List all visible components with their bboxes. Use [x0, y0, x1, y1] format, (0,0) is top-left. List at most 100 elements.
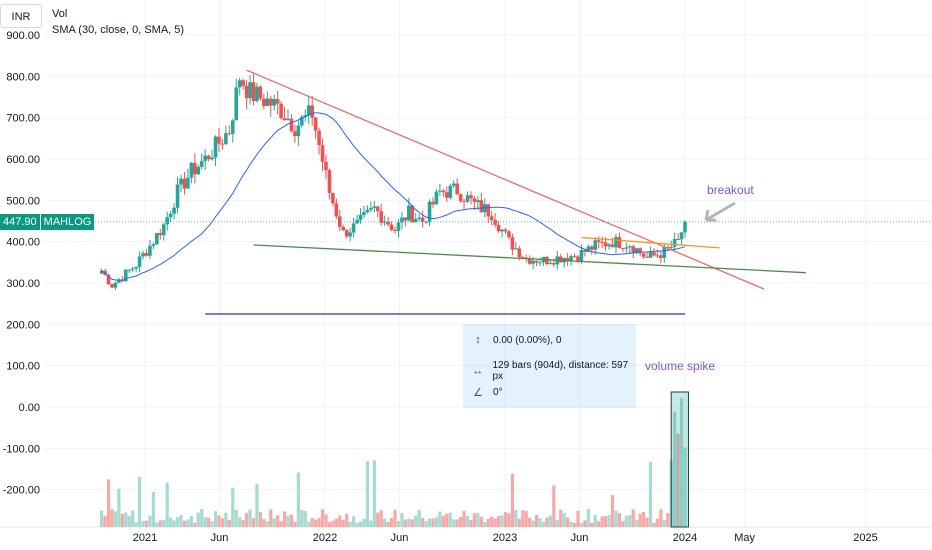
- y-tick-label: 200.00: [6, 319, 40, 331]
- volume-bar: [662, 520, 666, 527]
- volume-bar: [131, 510, 135, 527]
- candle-body: [465, 195, 470, 202]
- x-tick-label: 2022: [313, 532, 337, 544]
- candle-body: [327, 170, 332, 193]
- volume-bar: [227, 519, 231, 527]
- volume-bar: [165, 482, 169, 527]
- volume-bar: [424, 520, 428, 527]
- candle-body: [158, 233, 163, 236]
- x-tick-label: Jun: [211, 532, 229, 544]
- volume-bar: [679, 397, 684, 527]
- volume-bar: [234, 509, 238, 527]
- candle-body: [662, 247, 667, 258]
- x-tick-label: Jun: [391, 532, 409, 544]
- candle-body: [127, 269, 132, 271]
- volume-bar: [117, 488, 121, 527]
- volume-bar: [496, 516, 501, 527]
- volume-spike-box: [670, 391, 689, 528]
- volume-bar: [614, 510, 618, 527]
- currency-selector[interactable]: INR: [0, 4, 42, 28]
- volume-bar: [141, 520, 145, 527]
- candle-body: [631, 246, 636, 253]
- volume-bar: [379, 510, 383, 527]
- volume-bar: [124, 512, 128, 527]
- sma-line: [101, 112, 686, 281]
- symbol-label: MAHLOG: [40, 214, 95, 230]
- candle-body: [451, 183, 456, 186]
- y-tick-label: 0.00: [19, 402, 40, 414]
- volume-bar: [441, 515, 445, 527]
- candle-body: [227, 133, 232, 135]
- candle-body: [527, 258, 532, 264]
- x-tick-label: Jun: [571, 532, 589, 544]
- candle-body: [113, 282, 118, 288]
- measure-angle-text: 0°: [493, 387, 503, 398]
- volume-bar: [403, 519, 407, 527]
- y-tick-label: 500.00: [6, 195, 40, 207]
- volume-bar: [269, 509, 273, 527]
- candle-body: [517, 248, 522, 258]
- candle-body: [172, 207, 176, 214]
- candle-body: [538, 262, 542, 264]
- candle-body: [603, 242, 608, 247]
- volume-bar: [490, 516, 494, 527]
- candle-body: [234, 87, 239, 121]
- volume-bar: [251, 518, 256, 527]
- volume-bar: [279, 521, 283, 527]
- volume-bar: [213, 511, 218, 527]
- sma-legend[interactable]: SMA (30, close, 0, SMA, 5): [52, 24, 185, 36]
- volume-bar: [244, 512, 249, 527]
- candle-body: [206, 155, 211, 160]
- measure-angle-row: ∠ 0°: [471, 386, 503, 399]
- volume-bar: [417, 509, 421, 527]
- volume-bar: [503, 511, 508, 527]
- candle-body: [268, 98, 273, 106]
- resistance-line: [581, 236, 720, 249]
- volume-bar: [258, 511, 262, 527]
- candle-body: [579, 249, 584, 261]
- volume-bar: [220, 518, 225, 527]
- volume-bar: [324, 514, 328, 527]
- measure-price-text: 0.00 (0.00%), 0: [493, 334, 562, 346]
- candle-body: [106, 274, 111, 285]
- volume-bar: [238, 517, 242, 527]
- volume-bar: [438, 511, 442, 527]
- volume-bar: [500, 515, 504, 527]
- candle-body: [148, 245, 152, 256]
- horizontal-arrows-icon: ↔: [472, 365, 484, 377]
- candle-body: [224, 133, 228, 145]
- candle-body: [545, 256, 549, 264]
- candle-body: [382, 221, 387, 223]
- candle-body: [230, 120, 235, 134]
- volume-bar: [545, 517, 549, 527]
- volume-bar: [400, 513, 404, 527]
- volume-bar: [459, 516, 463, 527]
- candle-body: [151, 244, 156, 246]
- volume-bar: [286, 515, 290, 527]
- candle-body: [648, 252, 653, 258]
- candle-body: [337, 216, 342, 227]
- volume-bar: [137, 476, 142, 527]
- volume-bar: [100, 510, 104, 527]
- volume-bar: [510, 473, 514, 527]
- volume-bar: [334, 518, 338, 527]
- candle-body: [396, 222, 401, 231]
- volume-bar: [317, 518, 321, 527]
- volume-bar: [579, 522, 584, 527]
- volume-bar: [593, 515, 597, 527]
- candle-body: [600, 242, 604, 244]
- candle-body: [110, 284, 114, 288]
- candle-body: [306, 105, 311, 116]
- volume-legend[interactable]: Vol: [52, 8, 68, 20]
- volume-bar: [483, 522, 487, 527]
- volume-bar: [559, 509, 563, 527]
- candle-body: [424, 221, 428, 223]
- candle-body: [365, 209, 370, 213]
- candle-body: [510, 237, 515, 250]
- volume-bar: [572, 522, 577, 527]
- volume-bar: [414, 515, 418, 527]
- candle-body: [320, 145, 325, 162]
- candle-body: [196, 166, 201, 175]
- volume-bar: [369, 520, 373, 527]
